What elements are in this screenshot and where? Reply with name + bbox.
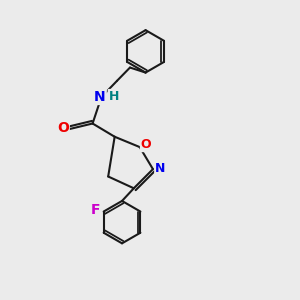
Text: O: O xyxy=(141,138,152,151)
Text: N: N xyxy=(94,90,106,104)
Text: N: N xyxy=(155,162,166,175)
Text: O: O xyxy=(57,121,69,135)
Text: F: F xyxy=(91,203,100,217)
Text: H: H xyxy=(109,90,119,103)
